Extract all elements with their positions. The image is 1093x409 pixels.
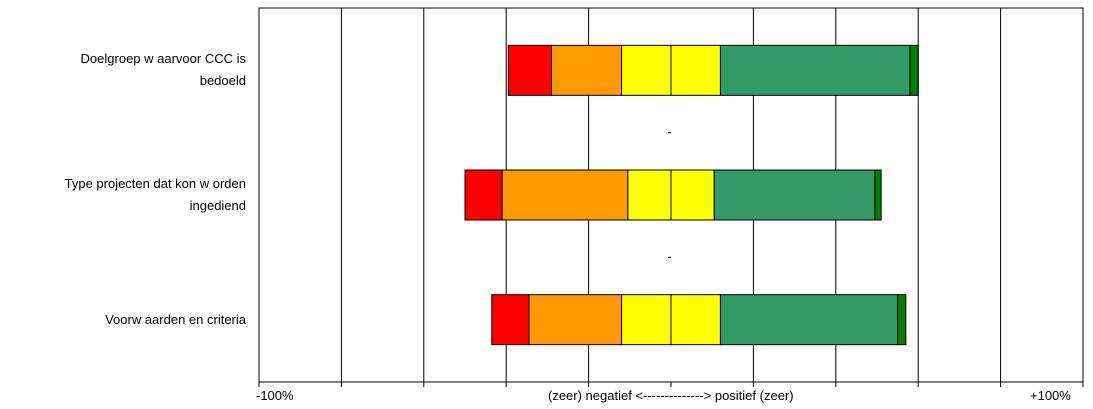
bar-segment (909, 44, 919, 96)
category-label: Type projecten dat kon w orden ingediend (0, 173, 246, 217)
x-tick-label-right: +100% (1030, 388, 1071, 403)
category-label-line: Doelgroep w aarvoor CCC is (80, 51, 246, 67)
bar-segment (719, 294, 899, 346)
bar-segment (491, 294, 530, 346)
bars (464, 44, 919, 346)
bar-segment (501, 169, 629, 221)
category-label-line: Voorw aarden en criteria (105, 311, 246, 327)
x-tick-label-left: -100% (256, 388, 294, 403)
bar-segment (670, 294, 721, 346)
x-tick-label-center: (zeer) negatief <--------------> positie… (548, 388, 794, 403)
bar-segment (507, 44, 553, 96)
bar-segment (551, 44, 623, 96)
x-axis (258, 132, 1084, 387)
category-label: Voorw aarden en criteria (0, 309, 246, 331)
bar-segment (713, 169, 876, 221)
bar-segment (621, 44, 672, 96)
category-label: Doelgroep w aarvoor CCC is bedoeld (0, 48, 246, 92)
bar-segment (719, 44, 911, 96)
category-label-line: ingediend (189, 198, 246, 213)
bar-segment (670, 44, 721, 96)
bar-segment (670, 169, 715, 221)
bar-segment (528, 294, 623, 346)
bar-segment (621, 294, 672, 346)
bar-segment (874, 169, 882, 221)
category-label-line: Type projecten dat kon w orden (64, 176, 246, 191)
category-label-line: bedoeld (199, 73, 246, 89)
bar-segment (464, 169, 503, 221)
bar-segment (897, 294, 907, 346)
bar-segment (627, 169, 672, 221)
